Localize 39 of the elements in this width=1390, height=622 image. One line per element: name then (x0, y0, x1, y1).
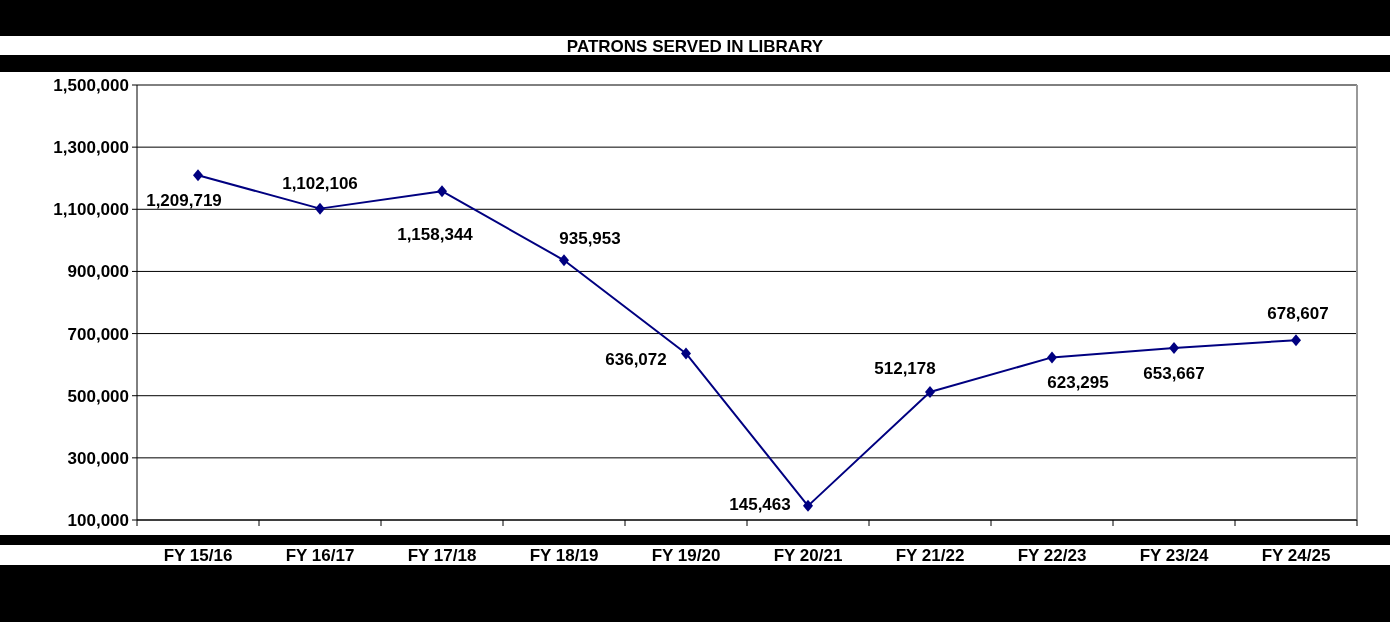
y-tick-label: 900,000 (67, 262, 129, 282)
point (925, 385, 935, 398)
x-tick-label: FY 21/22 (895, 546, 965, 565)
point (1047, 351, 1057, 364)
data-label: 653,667 (1143, 363, 1205, 383)
x-tick-label: FY 20/21 (773, 546, 843, 565)
y-tick-label: 1,500,000 (53, 76, 129, 95)
y-tick-label: 300,000 (67, 448, 129, 468)
chart-title: PATRONS SERVED IN LIBRARY (566, 37, 824, 56)
point (315, 202, 325, 215)
x-tick-label: FY 23/24 (1139, 546, 1209, 565)
point (1169, 341, 1179, 354)
y-tick-label: 100,000 (67, 511, 129, 530)
point (803, 499, 813, 512)
data-label: 678,607 (1267, 304, 1329, 324)
x-tick-label: FY 16/17 (285, 546, 355, 565)
x-tick-label: FY 19/20 (651, 546, 721, 565)
y-tick-label: 500,000 (67, 386, 129, 406)
point (559, 254, 569, 267)
point (193, 169, 203, 182)
data-label: 1,209,719 (146, 191, 222, 211)
x-tick-label: FY 22/23 (1017, 546, 1087, 565)
x-tick-label: FY 15/16 (163, 546, 233, 565)
data-label: 1,158,344 (397, 225, 474, 245)
data-label: 512,178 (874, 358, 936, 378)
point (1291, 334, 1301, 347)
data-label: 636,072 (605, 350, 667, 370)
data-label: 145,463 (729, 494, 791, 514)
x-tick-label: FY 17/18 (407, 546, 477, 565)
data-label: 935,953 (559, 229, 621, 249)
y-tick-label: 1,100,000 (53, 200, 129, 220)
x-tick-label: FY 18/19 (529, 546, 599, 565)
data-label: 1,102,106 (282, 173, 358, 193)
point (681, 347, 691, 360)
x-tick-label: FY 24/25 (1261, 546, 1331, 565)
y-tick-label: 700,000 (67, 324, 129, 344)
point (437, 185, 447, 198)
data-label: 623,295 (1047, 373, 1109, 393)
y-tick-label: 1,300,000 (53, 138, 129, 158)
